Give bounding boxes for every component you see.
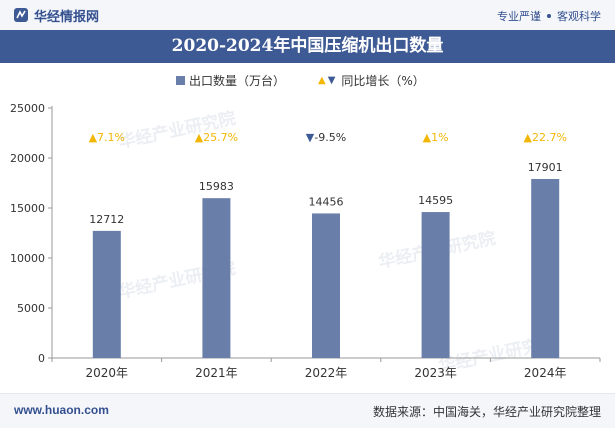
- chart-axes: 0 5000 10000 15000 20000 25000: [10, 102, 601, 365]
- growth-up-triangle-icon: ▲: [195, 131, 204, 144]
- x-tick-label: 2022年: [305, 366, 348, 380]
- x-tick-label: 2020年: [86, 366, 129, 380]
- top-bar: 华经情报网 专业严谨 客观科学: [0, 0, 615, 31]
- bar-value-label: 14595: [418, 194, 453, 207]
- growth-value: 7.1%: [97, 131, 125, 144]
- footer-url: www.huaon.com: [14, 403, 109, 417]
- bar-4: [421, 212, 450, 358]
- legend-label-export: 出口数量（万台）: [189, 74, 286, 88]
- tagline-left: 专业严谨: [497, 10, 541, 23]
- legend-label-growth: 同比增长（%）: [341, 74, 425, 88]
- footer: www.huaon.com 数据来源：中国海关，华经产业研究院整理: [0, 393, 615, 428]
- growth-value: 1%: [431, 131, 448, 144]
- growth-value: 22.7%: [532, 131, 567, 144]
- huajing-logo-icon: [14, 8, 28, 22]
- growth-up-triangle-icon: ▲: [423, 131, 432, 144]
- bar-2: [202, 198, 231, 358]
- growth-label: ▲7.1%: [89, 131, 125, 144]
- growth-value: 25.7%: [203, 131, 238, 144]
- x-tick-label: 2024年: [524, 366, 567, 380]
- legend-up-triangle-icon: ▲: [318, 75, 326, 86]
- growth-label: ▼-9.5%: [306, 131, 346, 144]
- growth-up-triangle-icon: ▲: [523, 131, 532, 144]
- growth-label: ▲1%: [423, 131, 449, 144]
- bar-1: [92, 230, 121, 358]
- chart-labels: 127122020年▲7.1%159832021年▲25.7%144562022…: [86, 131, 567, 380]
- growth-label: ▲22.7%: [523, 131, 566, 144]
- y-tick-label: 15000: [10, 202, 45, 215]
- brand-name: 华经情报网: [34, 10, 100, 25]
- bar-value-label: 17901: [528, 161, 563, 174]
- chart-legend: 出口数量（万台） ▲ ▼ 同比增长（%）: [0, 72, 615, 90]
- legend-item-export: 出口数量（万台）: [176, 72, 285, 89]
- bar-value-label: 12712: [89, 213, 124, 226]
- tagline: 专业严谨 客观科学: [497, 8, 601, 24]
- legend-swatch-bar: [176, 76, 185, 85]
- legend-down-triangle-icon: ▼: [327, 75, 336, 86]
- tagline-right: 客观科学: [557, 10, 601, 23]
- y-tick-label: 20000: [10, 152, 45, 165]
- x-tick-label: 2023年: [414, 366, 457, 380]
- bar-value-label: 14456: [309, 195, 344, 208]
- chart-title: 2020-2024年中国压缩机出口数量: [0, 30, 615, 63]
- y-tick-label: 25000: [10, 102, 45, 115]
- x-tick-label: 2021年: [195, 366, 238, 380]
- chart-bars: [92, 178, 560, 358]
- y-tick-label: 0: [38, 352, 45, 365]
- growth-down-triangle-icon: ▼: [306, 131, 315, 144]
- y-tick-label: 5000: [17, 302, 45, 315]
- data-source: 数据来源：中国海关，华经产业研究院整理: [372, 405, 601, 419]
- growth-value: -9.5%: [314, 131, 346, 144]
- bar-value-label: 15983: [199, 180, 234, 193]
- growth-label: ▲25.7%: [195, 131, 238, 144]
- y-tick-label: 10000: [10, 252, 45, 265]
- bar-3: [312, 213, 340, 358]
- legend-item-growth: ▲ ▼ 同比增长（%）: [318, 72, 425, 89]
- bar-5: [531, 178, 560, 358]
- growth-up-triangle-icon: ▲: [89, 131, 98, 144]
- tagline-dot: [547, 14, 551, 18]
